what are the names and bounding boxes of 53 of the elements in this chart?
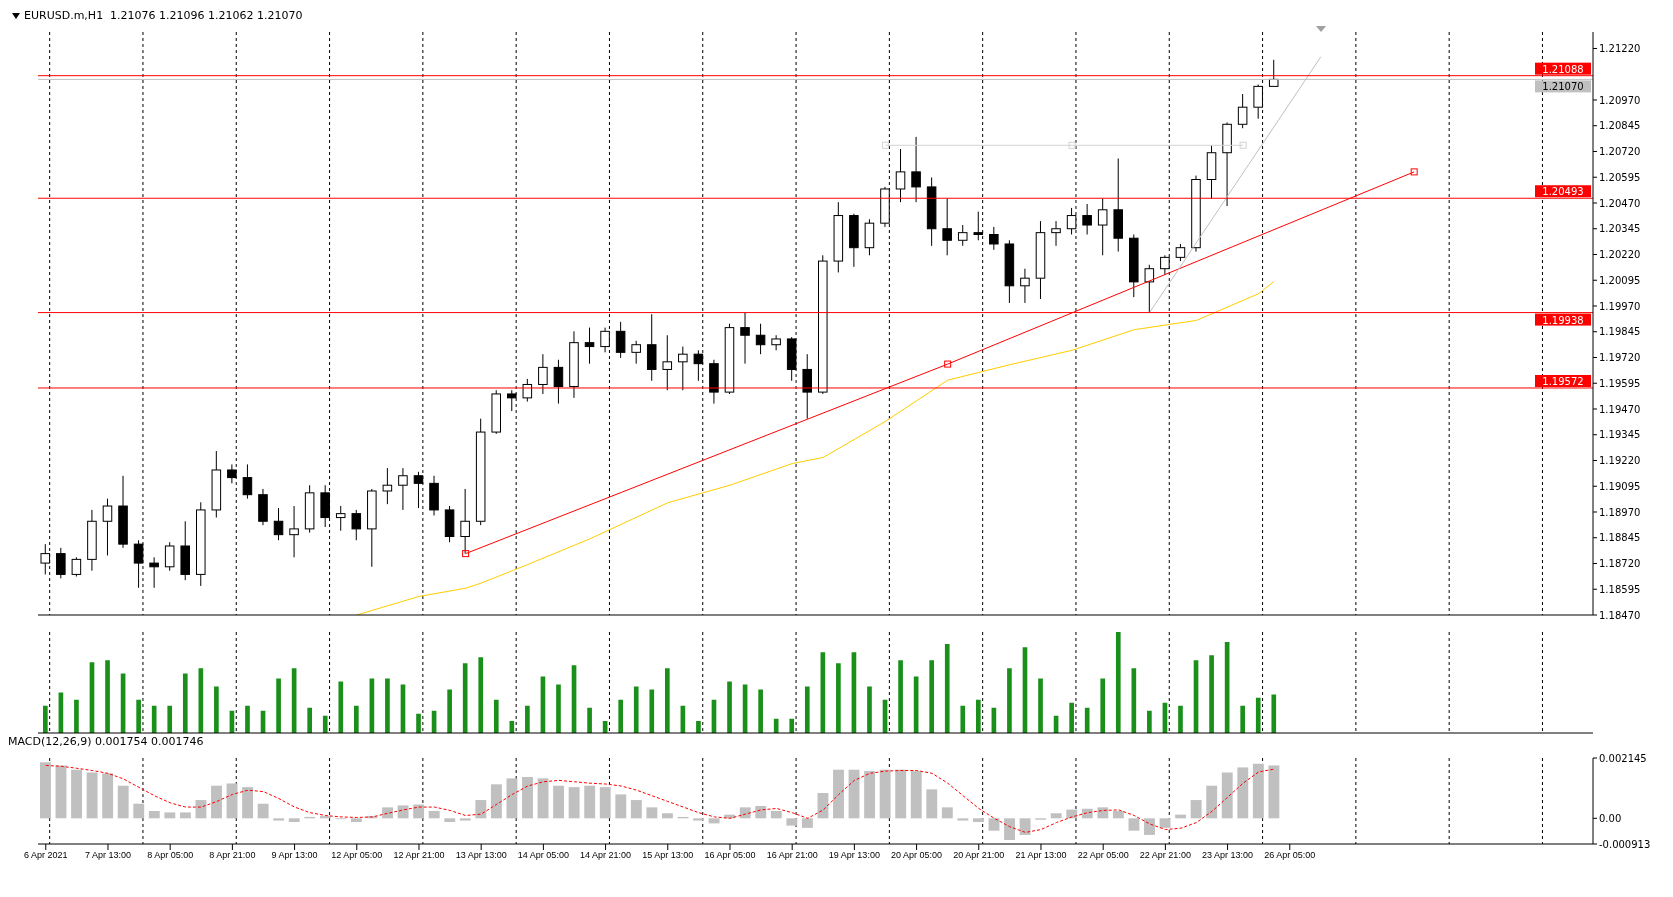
x-tick-label: 23 Apr 13:00 bbox=[1202, 850, 1254, 861]
y-tick-label: 1.18845 bbox=[1599, 532, 1641, 544]
y-tick-label: 1.20970 bbox=[1599, 94, 1641, 106]
y-tick-label: 1.19470 bbox=[1599, 403, 1641, 415]
y-tick-label: 1.19095 bbox=[1599, 480, 1641, 492]
x-tick-label: 22 Apr 05:00 bbox=[1077, 850, 1129, 861]
y-tick-label: 1.20845 bbox=[1599, 120, 1641, 132]
x-tick-label: 22 Apr 21:00 bbox=[1139, 850, 1191, 861]
x-tick-label: 6 Apr 2021 bbox=[24, 850, 68, 861]
ref-line-label: 1.19938 bbox=[1542, 314, 1584, 326]
x-tick-label: 7 Apr 13:00 bbox=[84, 850, 131, 861]
ref-line-label: 1.21088 bbox=[1542, 63, 1584, 75]
y-tick-label: 0.002145 bbox=[1599, 752, 1647, 764]
y-tick-label: 1.18720 bbox=[1599, 558, 1641, 570]
y-tick-label: 1.20595 bbox=[1599, 171, 1641, 183]
x-tick-label: 12 Apr 05:00 bbox=[331, 850, 383, 861]
y-tick-label: 1.20095 bbox=[1599, 274, 1641, 286]
y-tick-label: 1.18470 bbox=[1599, 609, 1641, 621]
y-tick-label: 1.20345 bbox=[1599, 223, 1641, 235]
x-tick-label: 8 Apr 21:00 bbox=[209, 850, 256, 861]
y-tick-label: 1.19970 bbox=[1599, 300, 1641, 312]
y-tick-label: 1.19220 bbox=[1599, 455, 1641, 467]
x-tick-label: 13 Apr 13:00 bbox=[455, 850, 507, 861]
x-tick-label: 26 Apr 05:00 bbox=[1264, 850, 1316, 861]
y-tick-label: 1.20220 bbox=[1599, 249, 1641, 261]
y-tick-label: 1.20470 bbox=[1599, 197, 1641, 209]
y-tick-label: 1.18970 bbox=[1599, 506, 1641, 518]
y-tick-label: 1.19595 bbox=[1599, 377, 1641, 389]
ref-line-label: 1.20493 bbox=[1542, 186, 1584, 198]
y-tick-label: 1.20720 bbox=[1599, 146, 1641, 158]
chart-title: EURUSD.m,H1 1.21076 1.21096 1.21062 1.21070 bbox=[24, 8, 303, 24]
x-tick-label: 21 Apr 13:00 bbox=[1015, 850, 1067, 861]
x-tick-label: 9 Apr 13:00 bbox=[271, 850, 318, 861]
x-tick-label: 19 Apr 13:00 bbox=[828, 850, 880, 861]
x-tick-label: 20 Apr 21:00 bbox=[953, 850, 1005, 861]
y-tick-label: 1.19845 bbox=[1599, 326, 1641, 338]
y-tick-label: 1.18595 bbox=[1599, 583, 1641, 595]
x-tick-label: 20 Apr 05:00 bbox=[891, 850, 943, 861]
y-tick-label: 1.19345 bbox=[1599, 429, 1641, 441]
x-tick-label: 16 Apr 05:00 bbox=[704, 850, 756, 861]
ref-line-label: 1.21070 bbox=[1542, 81, 1584, 93]
ref-line-label: 1.19572 bbox=[1542, 375, 1584, 387]
x-tick-label: 8 Apr 05:00 bbox=[147, 850, 194, 861]
x-tick-label: 12 Apr 21:00 bbox=[393, 850, 445, 861]
x-tick-label: 15 Apr 13:00 bbox=[642, 850, 694, 861]
y-tick-label: 1.19720 bbox=[1599, 352, 1641, 364]
x-tick-label: 14 Apr 05:00 bbox=[517, 850, 569, 861]
x-tick-label: 16 Apr 21:00 bbox=[766, 850, 818, 861]
y-tick-label: -0.000913 bbox=[1599, 838, 1651, 850]
y-tick-label: 0.00 bbox=[1599, 812, 1622, 824]
chart-title: MACD(12,26,9) 0.001754 0.001746 bbox=[8, 734, 204, 750]
y-tick-label: 1.21220 bbox=[1599, 43, 1641, 55]
x-tick-label: 14 Apr 21:00 bbox=[580, 850, 632, 861]
